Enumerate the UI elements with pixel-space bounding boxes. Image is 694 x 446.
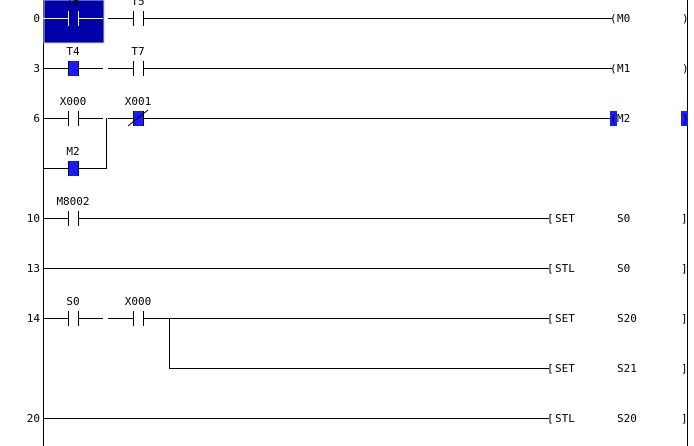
- step-number: 13: [27, 262, 40, 275]
- contact-energized-highlight: [133, 111, 144, 126]
- coil-open-bracket: (: [610, 62, 617, 75]
- rung-20[interactable]: 20 [] STL S20: [27, 412, 688, 425]
- instruction-operand: S0: [617, 262, 630, 275]
- instruction-operand: S0: [617, 212, 630, 225]
- instruction-close-bracket: ]: [681, 362, 688, 375]
- contact-label: T5: [131, 0, 144, 8]
- instruction-close-bracket: ]: [681, 262, 688, 275]
- contact-label: T4: [66, 45, 80, 58]
- step-number: 20: [27, 412, 40, 425]
- contact-label: M8002: [56, 195, 89, 208]
- step-number: 14: [27, 312, 41, 325]
- instruction-open-bracket: [: [547, 212, 554, 225]
- coil-operand: M1: [617, 62, 630, 75]
- step-number: 3: [33, 62, 40, 75]
- contact-label: X000: [60, 95, 87, 108]
- rung-10[interactable]: 10 M8002 [] SET S0: [27, 195, 688, 226]
- step-number: 0: [33, 12, 40, 25]
- coil-open-bracket: (: [610, 12, 617, 25]
- contact-label: S0: [66, 295, 79, 308]
- instruction-open-bracket: [: [547, 262, 554, 275]
- contact-energized-highlight: [68, 61, 79, 76]
- coil-close-bracket: ): [682, 62, 689, 75]
- coil-close-bracket: ): [682, 12, 689, 25]
- instruction-close-bracket: ]: [681, 412, 688, 425]
- contact-label: M2: [66, 145, 79, 158]
- contact-label: T7: [131, 45, 144, 58]
- instruction-open-bracket: [: [547, 412, 554, 425]
- contact-label: X000: [125, 295, 152, 308]
- coil-highlight: [610, 111, 617, 126]
- cursor-selection[interactable]: [43, 0, 105, 44]
- contact-label: T6: [66, 0, 79, 8]
- coil-highlight: [681, 111, 688, 126]
- rung-14[interactable]: 14 S0 X000 [] SET S20 [] SET S21: [27, 295, 688, 375]
- nc-slash: [127, 109, 149, 127]
- instruction-mnemonic: SET: [555, 312, 575, 325]
- rung-13[interactable]: 13 [] STL S0: [27, 262, 688, 275]
- coil-operand: M0: [617, 12, 630, 25]
- instruction-mnemonic: STL: [555, 412, 575, 425]
- instruction-open-bracket: [: [547, 362, 554, 375]
- step-number: 6: [33, 112, 40, 125]
- instruction-mnemonic: SET: [555, 212, 575, 225]
- instruction-close-bracket: ]: [681, 312, 688, 325]
- instruction-open-bracket: [: [547, 312, 554, 325]
- contact-energized-highlight: [68, 161, 79, 176]
- instruction-close-bracket: ]: [681, 212, 688, 225]
- coil-open-bracket: (: [610, 112, 617, 125]
- contact-label: X001: [125, 95, 152, 108]
- instruction-operand: S21: [617, 362, 637, 375]
- instruction-operand: S20: [617, 412, 637, 425]
- instruction-mnemonic: STL: [555, 262, 575, 275]
- coil-close-bracket: ): [682, 112, 689, 125]
- instruction-operand: S20: [617, 312, 637, 325]
- rung-0[interactable]: 0 T6 T5 () M0: [33, 0, 689, 44]
- instruction-mnemonic: SET: [555, 362, 575, 375]
- rung-3[interactable]: 3 T4 T7 () M1: [33, 45, 689, 76]
- coil-operand: M2: [617, 112, 630, 125]
- step-number: 10: [27, 212, 40, 225]
